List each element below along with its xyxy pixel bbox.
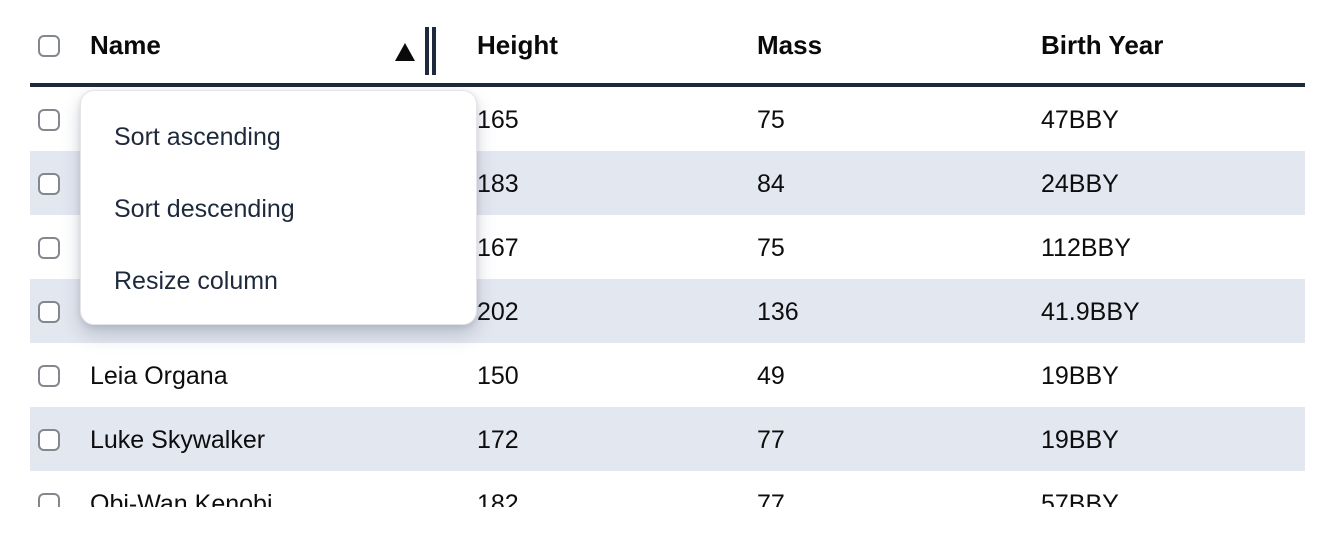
row-check-cell — [30, 107, 90, 131]
column-header-birth-year[interactable]: Birth Year — [1041, 30, 1164, 60]
cell-mass: 75 — [757, 105, 785, 134]
row-check-cell — [30, 171, 90, 195]
cell-height: 182 — [477, 489, 519, 508]
row-check-cell — [30, 427, 90, 451]
menu-item-resize-column[interactable]: Resize column — [114, 266, 278, 295]
row-check-cell — [30, 299, 90, 323]
sort-ascending-icon — [395, 43, 415, 61]
column-header-height[interactable]: Height — [477, 30, 558, 60]
row-checkbox[interactable] — [38, 173, 60, 195]
table-row: Obi-Wan Kenobi 182 77 57BBY — [30, 471, 1305, 507]
cell-mass: 75 — [757, 233, 785, 262]
cell-mass: 49 — [757, 361, 785, 390]
cell-birth-year: 24BBY — [1041, 169, 1119, 198]
cell-birth-year: 47BBY — [1041, 105, 1119, 134]
cell-height: 165 — [477, 105, 519, 134]
row-checkbox[interactable] — [38, 237, 60, 259]
cell-height: 172 — [477, 425, 519, 454]
table-row: Luke Skywalker 172 77 19BBY — [30, 407, 1305, 471]
column-context-menu: Sort ascending Sort descending Resize co… — [80, 90, 477, 325]
cell-height: 150 — [477, 361, 519, 390]
resize-bar — [425, 27, 429, 75]
cell-birth-year: 112BBY — [1041, 233, 1131, 262]
cell-height: 202 — [477, 297, 519, 326]
row-check-cell — [30, 235, 90, 259]
cell-name: Luke Skywalker — [90, 425, 266, 454]
table-header-row: Name Height Mass Birth Year — [30, 0, 1305, 87]
cell-height: 167 — [477, 233, 519, 262]
cell-birth-year: 41.9BBY — [1041, 297, 1140, 326]
cell-birth-year: 19BBY — [1041, 361, 1119, 390]
row-checkbox[interactable] — [38, 301, 60, 323]
menu-item-sort-ascending[interactable]: Sort ascending — [114, 122, 281, 151]
select-all-cell — [30, 27, 90, 57]
row-checkbox[interactable] — [38, 429, 60, 451]
cell-mass: 84 — [757, 169, 785, 198]
column-header-mass[interactable]: Mass — [757, 30, 823, 60]
menu-item-sort-descending[interactable]: Sort descending — [114, 194, 295, 223]
table-row: Leia Organa 150 49 19BBY — [30, 343, 1305, 407]
cell-birth-year: 19BBY — [1041, 425, 1119, 454]
cell-name: Obi-Wan Kenobi — [90, 489, 273, 508]
cell-mass: 136 — [757, 297, 799, 326]
column-header-name[interactable]: Name — [90, 30, 161, 60]
resize-bar — [432, 27, 436, 75]
cell-mass: 77 — [757, 489, 785, 508]
row-checkbox[interactable] — [38, 109, 60, 131]
cell-mass: 77 — [757, 425, 785, 454]
row-checkbox[interactable] — [38, 365, 60, 387]
column-resize-handle-icon[interactable] — [425, 27, 436, 75]
cell-name: Leia Organa — [90, 361, 228, 390]
cell-birth-year: 57BBY — [1041, 489, 1119, 508]
row-checkbox[interactable] — [38, 493, 60, 507]
row-check-cell — [30, 491, 90, 507]
select-all-checkbox[interactable] — [38, 34, 60, 57]
cell-height: 183 — [477, 169, 519, 198]
row-check-cell — [30, 363, 90, 387]
